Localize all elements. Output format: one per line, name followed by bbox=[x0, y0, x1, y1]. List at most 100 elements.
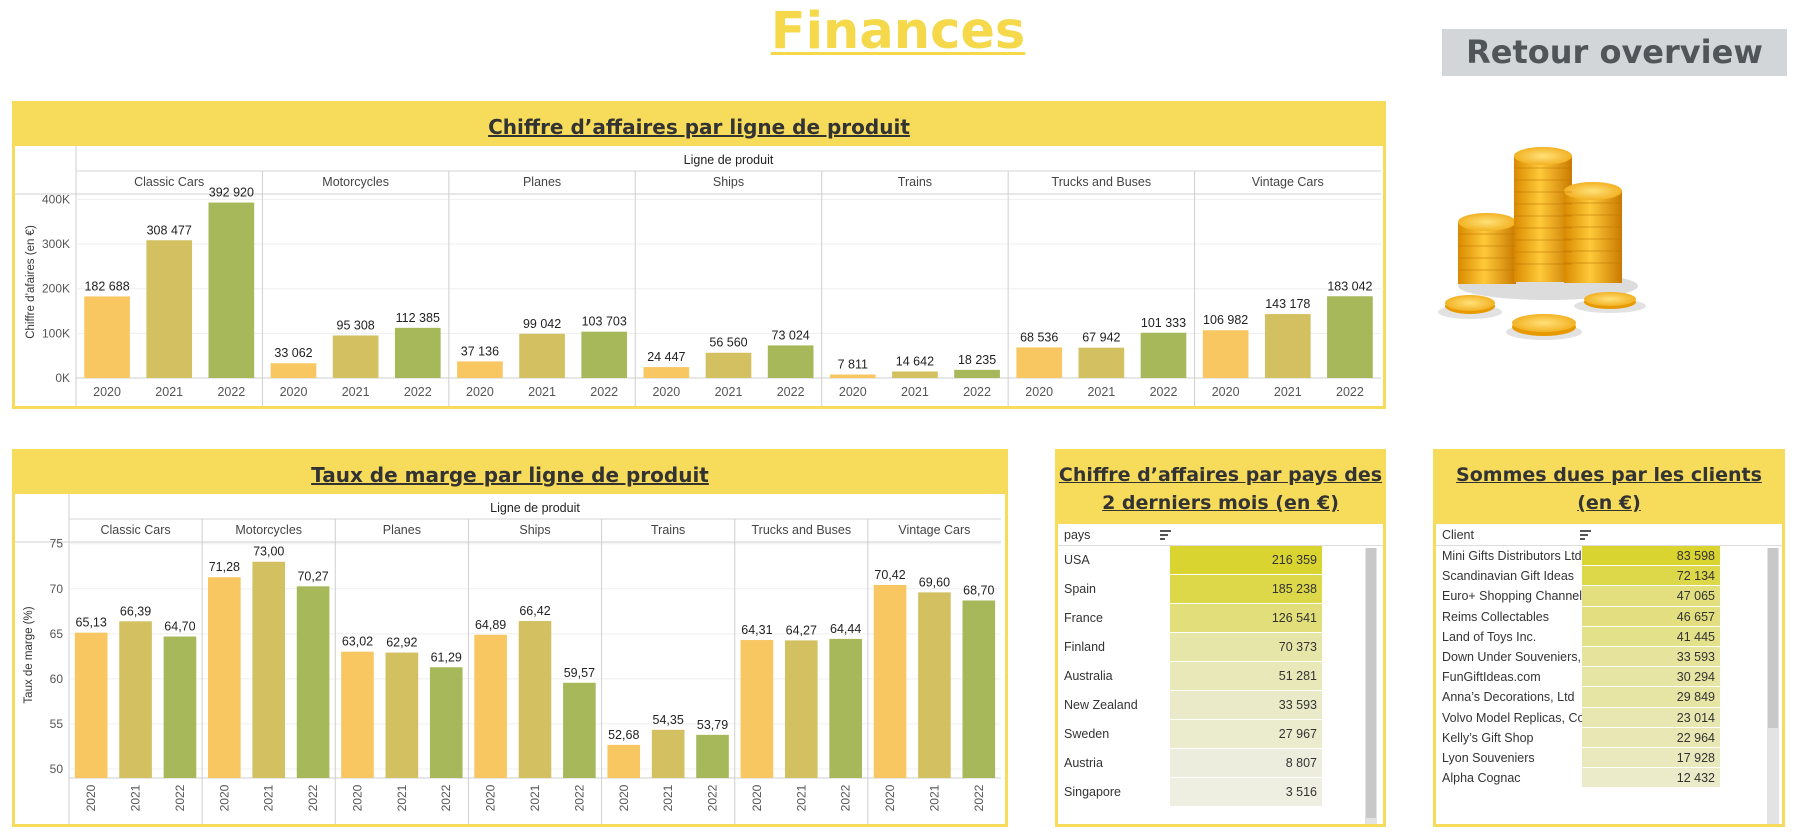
country-row[interactable]: Australia 51 281 bbox=[1058, 662, 1383, 691]
x-tick-label: 2021 bbox=[528, 784, 542, 811]
client-row-value: 30 294 bbox=[1582, 667, 1720, 688]
x-tick-label: 2021 bbox=[794, 784, 808, 811]
bar-value-label: 66,42 bbox=[519, 604, 550, 618]
bar-value-label: 308 477 bbox=[147, 223, 192, 237]
bar[interactable] bbox=[394, 327, 441, 378]
bar[interactable] bbox=[1327, 296, 1373, 378]
bar[interactable] bbox=[767, 345, 814, 378]
x-tick-label: 2021 bbox=[715, 385, 743, 399]
bar[interactable] bbox=[873, 584, 907, 778]
bar[interactable] bbox=[954, 369, 1000, 378]
bar[interactable] bbox=[1202, 330, 1249, 378]
bar-value-label: 73,00 bbox=[253, 545, 284, 559]
bar[interactable] bbox=[643, 367, 690, 378]
x-tick-label: 2020 bbox=[652, 385, 680, 399]
y-tick-label: 400K bbox=[42, 192, 70, 206]
bar[interactable] bbox=[705, 352, 752, 378]
client-row[interactable]: Mini Gifts Distributors Ltd. 83 598 bbox=[1436, 546, 1782, 567]
bar[interactable] bbox=[740, 640, 774, 778]
bar[interactable] bbox=[163, 636, 197, 778]
bar[interactable] bbox=[252, 561, 286, 778]
bar[interactable] bbox=[332, 335, 379, 378]
client-row[interactable]: Euro+ Shopping Channel 47 065 bbox=[1436, 586, 1782, 607]
bar[interactable] bbox=[581, 331, 628, 378]
bar[interactable] bbox=[784, 640, 818, 778]
bar[interactable] bbox=[84, 296, 130, 378]
x-tick-label: 2021 bbox=[1274, 385, 1302, 399]
country-row[interactable]: Singapore 3 516 bbox=[1058, 778, 1383, 807]
x-tick-label: 2020 bbox=[84, 784, 98, 811]
bar[interactable] bbox=[1140, 332, 1187, 378]
bar[interactable] bbox=[607, 744, 641, 778]
group-label: Trucks and Buses bbox=[751, 523, 851, 537]
client-row[interactable]: Down Under Souveniers, Inc 33 593 bbox=[1436, 646, 1782, 668]
scrollbar-thumb[interactable] bbox=[1366, 548, 1376, 818]
bar[interactable] bbox=[341, 651, 374, 778]
back-overview-button[interactable]: Retour overview bbox=[1442, 29, 1787, 76]
bar[interactable] bbox=[696, 734, 729, 778]
country-row[interactable]: Austria 8 807 bbox=[1058, 749, 1383, 778]
bar[interactable] bbox=[119, 621, 152, 778]
bar[interactable] bbox=[829, 638, 862, 778]
group-header-label: Ligne de produit bbox=[490, 501, 580, 515]
country-row[interactable]: France 126 541 bbox=[1058, 604, 1383, 633]
country-column-label: pays bbox=[1064, 528, 1091, 542]
client-row-value: 83 598 bbox=[1582, 546, 1720, 567]
country-row[interactable]: New Zealand 33 593 bbox=[1058, 691, 1383, 720]
country-row[interactable]: Finland 70 373 bbox=[1058, 633, 1383, 662]
bar[interactable] bbox=[829, 374, 876, 378]
country-row[interactable]: Sweden 27 967 bbox=[1058, 720, 1383, 749]
client-row[interactable]: Lyon Souveniers 17 928 bbox=[1436, 747, 1782, 769]
bar[interactable] bbox=[563, 682, 596, 778]
scrollbar-thumb[interactable] bbox=[1768, 548, 1778, 728]
client-row[interactable]: Land of Toys Inc. 41 445 bbox=[1436, 626, 1782, 647]
x-tick-label: 2021 bbox=[262, 784, 276, 811]
client-debt-panel: Sommes dues par les clients (en €) Clien… bbox=[1433, 449, 1785, 827]
country-row[interactable]: Spain 185 238 bbox=[1058, 575, 1383, 604]
client-row[interactable]: Alpha Cognac 12 432 bbox=[1436, 768, 1782, 789]
client-row[interactable]: Scandinavian Gift Ideas 72 134 bbox=[1436, 566, 1782, 587]
client-table-scrollbar[interactable] bbox=[1767, 548, 1779, 824]
client-row[interactable]: Kelly’s Gift Shop 22 964 bbox=[1436, 727, 1782, 748]
bar[interactable] bbox=[270, 363, 317, 378]
x-tick-label: 2022 bbox=[306, 784, 320, 811]
bar[interactable] bbox=[1264, 314, 1311, 378]
country-row-label: USA bbox=[1064, 553, 1090, 567]
client-row[interactable]: Volvo Model Replicas, Co 23 014 bbox=[1436, 707, 1782, 728]
bar-value-label: 71,28 bbox=[209, 560, 240, 574]
bar[interactable] bbox=[1078, 347, 1125, 378]
country-table-scrollbar[interactable] bbox=[1365, 548, 1377, 824]
bar[interactable] bbox=[474, 634, 507, 778]
margin-chart-title: Taux de marge par ligne de produit bbox=[15, 452, 1005, 494]
bar[interactable] bbox=[385, 652, 419, 778]
bar[interactable] bbox=[296, 586, 330, 778]
bar[interactable] bbox=[429, 667, 463, 778]
y-axis-title: Taux de marge (%) bbox=[23, 606, 35, 703]
bar[interactable] bbox=[146, 240, 193, 378]
client-row[interactable]: Reims Collectables 46 657 bbox=[1436, 606, 1782, 627]
bar-value-label: 106 982 bbox=[1203, 313, 1248, 327]
bar[interactable] bbox=[962, 600, 996, 778]
x-tick-label: 2022 bbox=[963, 385, 991, 399]
x-tick-label: 2020 bbox=[839, 385, 867, 399]
client-row[interactable]: FunGiftIdeas.com 30 294 bbox=[1436, 667, 1782, 688]
bar[interactable] bbox=[457, 361, 503, 378]
bar[interactable] bbox=[74, 632, 108, 778]
y-tick-label: 50 bbox=[50, 762, 64, 776]
bar[interactable] bbox=[208, 202, 255, 378]
bar[interactable] bbox=[208, 577, 241, 778]
sort-icon[interactable] bbox=[1580, 530, 1591, 540]
bar[interactable] bbox=[918, 592, 951, 778]
sort-icon[interactable] bbox=[1160, 530, 1171, 540]
bar[interactable] bbox=[1016, 347, 1063, 378]
bar[interactable] bbox=[519, 333, 565, 378]
client-row-label: Volvo Model Replicas, Co bbox=[1442, 710, 1585, 725]
y-tick-label: 300K bbox=[42, 237, 70, 251]
country-row-label: Finland bbox=[1064, 640, 1105, 654]
bar[interactable] bbox=[892, 371, 938, 378]
country-row[interactable]: USA 216 359 bbox=[1058, 546, 1383, 575]
y-tick-label: 75 bbox=[50, 537, 64, 551]
bar[interactable] bbox=[518, 621, 552, 778]
bar[interactable] bbox=[651, 729, 685, 778]
client-row[interactable]: Anna’s Decorations, Ltd 29 849 bbox=[1436, 687, 1782, 708]
